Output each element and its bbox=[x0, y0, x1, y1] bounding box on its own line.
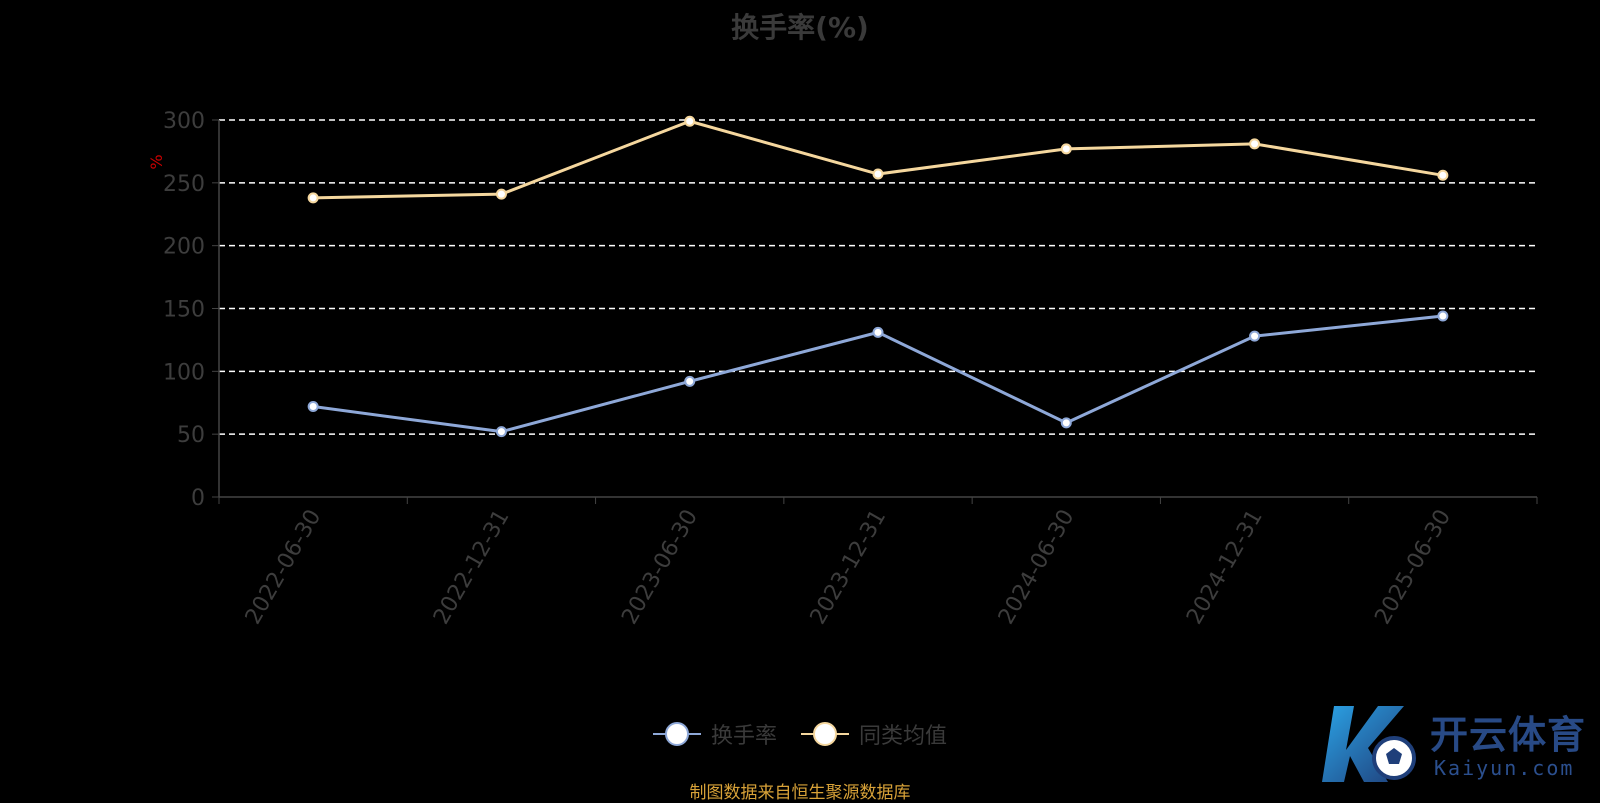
y-tick-label-0: 0 bbox=[191, 486, 205, 511]
x-tick-label-2023-12-31: 2023-12-31 bbox=[806, 506, 892, 629]
series-line-1 bbox=[313, 119, 1444, 200]
series-1-point-0 bbox=[307, 192, 319, 204]
legend-marker-peer-average bbox=[813, 722, 837, 746]
x-tick-label-2025-06-30: 2025-06-30 bbox=[1370, 506, 1456, 629]
x-tick-label-2024-12-31: 2024-12-31 bbox=[1182, 506, 1268, 629]
x-tick-label-2022-06-30: 2022-06-30 bbox=[241, 506, 327, 629]
chart-title: 换手率(%) bbox=[731, 11, 869, 44]
legend-label-peer-average: 同类均值 bbox=[859, 724, 948, 749]
x-tick-label-2024-06-30: 2024-06-30 bbox=[994, 506, 1080, 629]
y-tick-label-50: 50 bbox=[177, 423, 205, 448]
series-1-point-3 bbox=[872, 168, 884, 180]
series-0-point-5 bbox=[1249, 330, 1261, 342]
y-tick-label-150: 150 bbox=[163, 298, 205, 323]
y-tick-label-200: 200 bbox=[163, 235, 205, 260]
data-source-note: 制图数据来自恒生聚源数据库 bbox=[689, 783, 911, 803]
series-0-point-2 bbox=[684, 375, 696, 387]
series-1-point-2 bbox=[684, 115, 696, 127]
legend-swatch-turnover bbox=[652, 722, 701, 746]
legend-swatch-peer-average bbox=[801, 722, 849, 746]
kaiyun-logo-icon bbox=[1322, 706, 1416, 782]
y-tick-label-250: 250 bbox=[163, 172, 205, 197]
x-tick-label-2023-06-30: 2023-06-30 bbox=[617, 506, 703, 629]
kaiyun-watermark: 开云体育 Kaiyun.com bbox=[1316, 698, 1596, 788]
series-0-point-1 bbox=[495, 426, 507, 438]
legend-label-turnover: 换手率 bbox=[710, 724, 777, 749]
series-1-point-6 bbox=[1437, 169, 1449, 181]
series-1-point-1 bbox=[495, 188, 507, 200]
watermark-brand: 开云体育 bbox=[1430, 713, 1587, 757]
y-tick-label-300: 300 bbox=[163, 109, 205, 134]
y-tick-label-100: 100 bbox=[163, 360, 205, 385]
legend-marker-turnover bbox=[664, 722, 689, 746]
series-0-point-0 bbox=[307, 401, 319, 413]
series-0-point-4 bbox=[1060, 417, 1072, 429]
legend-item-turnover[interactable]: 换手率 bbox=[652, 718, 777, 750]
chart-legend: 换手率 同类均值 bbox=[0, 718, 1600, 750]
y-axis-unit-label: % bbox=[147, 154, 166, 169]
series-1-point-5 bbox=[1249, 138, 1261, 150]
legend-item-peer-average[interactable]: 同类均值 bbox=[801, 718, 947, 750]
series-0-point-6 bbox=[1437, 310, 1449, 322]
series-1-point-4 bbox=[1060, 143, 1072, 155]
watermark-domain: Kaiyun.com bbox=[1434, 756, 1575, 780]
series-0-point-3 bbox=[872, 326, 884, 338]
x-tick-label-2022-12-31: 2022-12-31 bbox=[429, 506, 515, 629]
